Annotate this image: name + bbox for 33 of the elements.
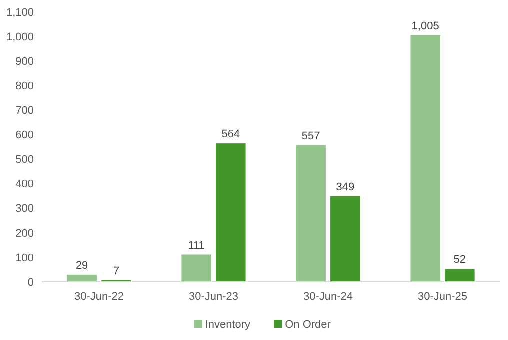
data-label: 1,005 [412,20,440,32]
data-label: 111 [188,240,205,252]
y-tick-label: 700 [16,105,34,118]
legend-label: Inventory [205,318,252,331]
bar [216,144,246,282]
bar [296,145,326,282]
data-label: 564 [222,128,240,141]
x-tick-label: 30-Jun-22 [74,291,124,303]
x-tick-label: 30-Jun-25 [418,291,468,303]
data-label: 29 [76,260,88,272]
y-tick-label: 1,100 [6,6,34,19]
x-tick-label: 30-Jun-24 [303,291,354,303]
y-tick-label: 100 [16,252,34,264]
y-tick-label: 400 [16,178,34,191]
bar [182,254,212,282]
y-tick-label: 0 [28,276,34,289]
y-tick-label: 800 [16,80,34,92]
y-tick-label: 600 [16,130,34,142]
bar [67,274,97,282]
bar [445,269,475,282]
y-tick-label: 1,000 [6,31,34,44]
x-tick-label: 30-Jun-23 [188,291,239,303]
data-label: 557 [302,130,320,142]
y-tick-label: 500 [16,154,34,166]
data-label: 349 [336,181,355,194]
legend-label: On Order [285,318,332,331]
y-tick-label: 200 [16,228,34,240]
data-label: 7 [113,265,120,278]
bar [330,196,360,282]
y-tick-label: 900 [16,56,34,68]
data-label: 52 [454,254,466,266]
bar [410,35,440,282]
y-tick-label: 300 [16,203,34,216]
